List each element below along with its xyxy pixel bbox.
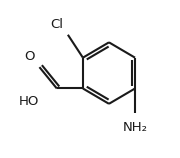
Text: HO: HO [19, 95, 39, 108]
Text: O: O [24, 50, 34, 63]
Text: Cl: Cl [50, 18, 63, 31]
Text: NH₂: NH₂ [123, 122, 148, 134]
